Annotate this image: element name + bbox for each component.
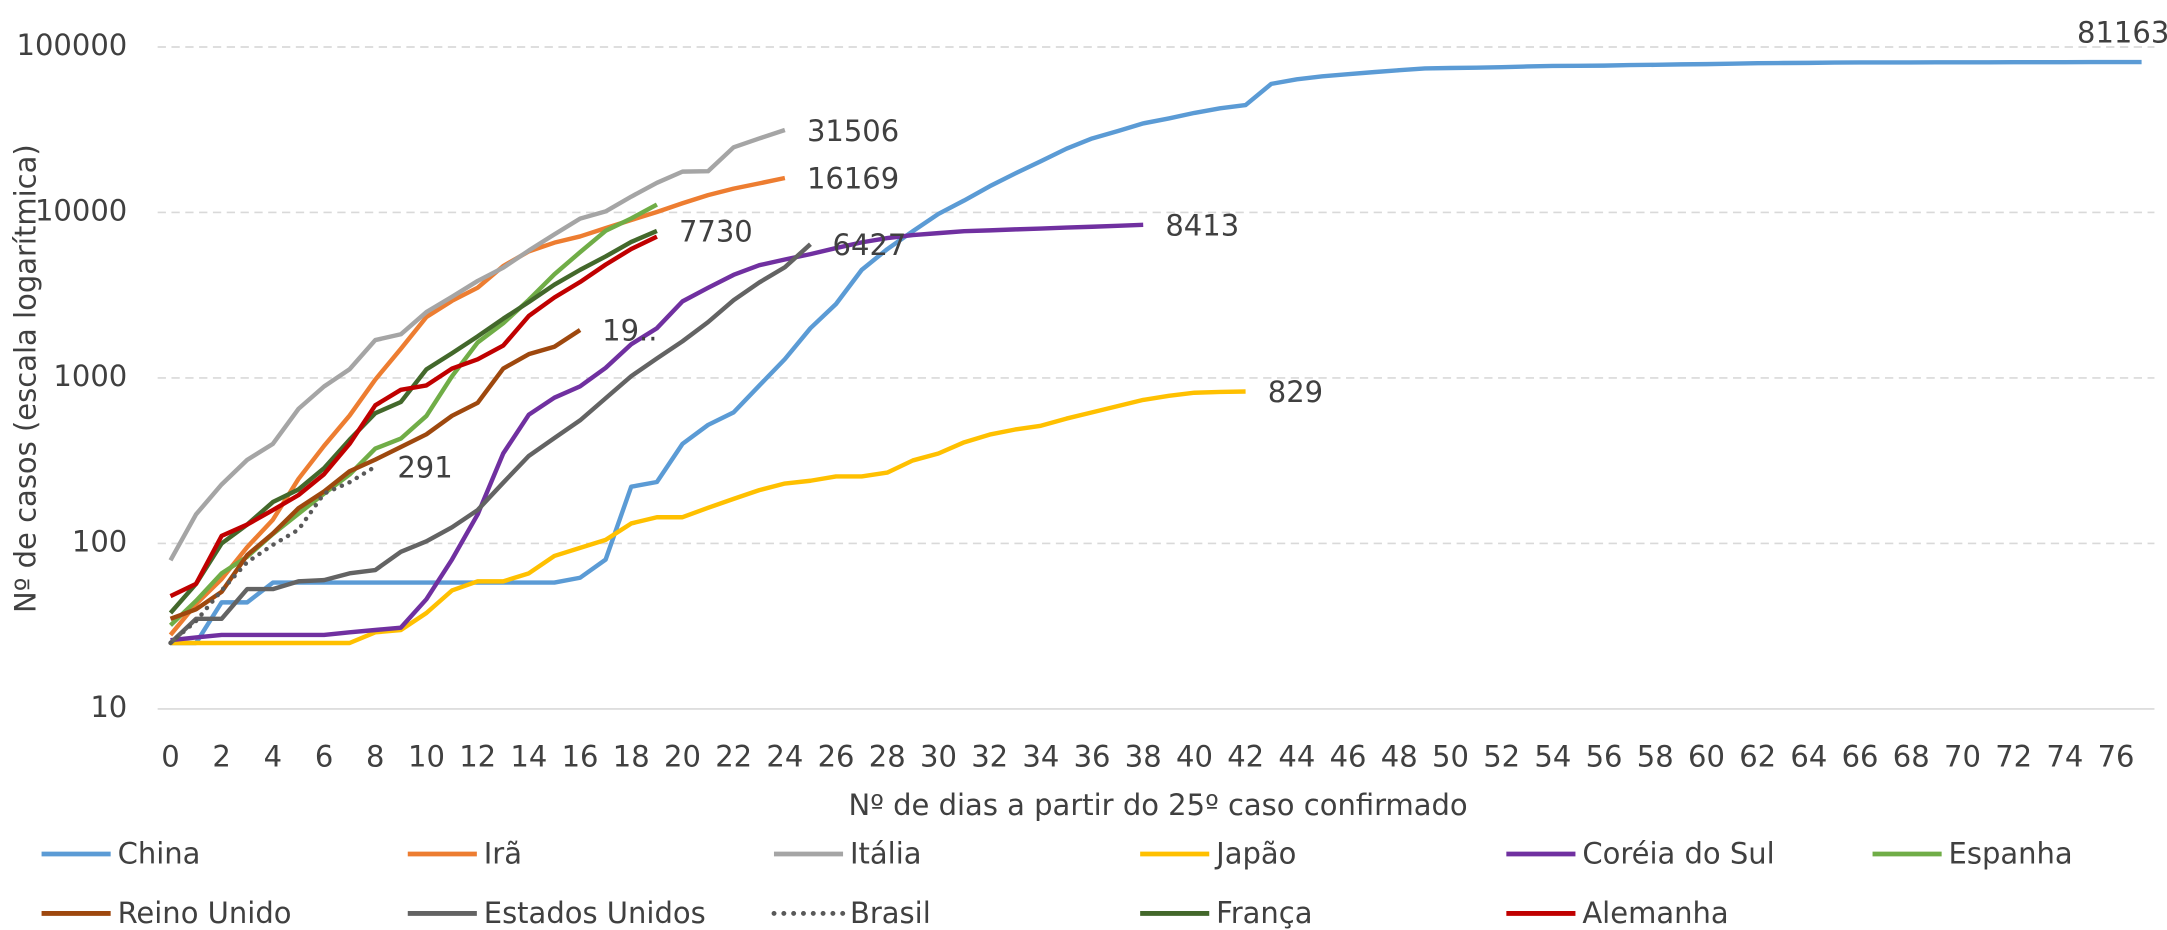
x-tick-label: 28 <box>869 740 906 774</box>
legend-label: Brasil <box>850 896 931 930</box>
x-tick-label: 14 <box>510 740 547 774</box>
data-label: 7730 <box>679 215 753 249</box>
x-tick-label: 24 <box>766 740 803 774</box>
x-tick-label: 68 <box>1893 740 1930 774</box>
data-label: 6427 <box>833 228 907 262</box>
legend-label: China <box>118 836 201 870</box>
x-tick-label: 58 <box>1637 740 1674 774</box>
x-tick-label: 50 <box>1432 740 1469 774</box>
x-tick-label: 62 <box>1739 740 1776 774</box>
x-tick-label: 26 <box>818 740 855 774</box>
legend-label: Coréia do Sul <box>1582 836 1774 870</box>
x-tick-label: 52 <box>1483 740 1520 774</box>
x-tick-label: 54 <box>1534 740 1571 774</box>
data-label: 16169 <box>807 162 899 196</box>
series-line <box>168 127 786 562</box>
legend-label: Itália <box>850 836 922 870</box>
series-line <box>168 242 812 645</box>
data-label: 291 <box>397 450 452 484</box>
x-tick-label: 2 <box>212 740 230 774</box>
series-line <box>170 222 1144 643</box>
y-axis-title: Nº de casos (escala logarítmica) <box>9 144 43 613</box>
x-tick-label: 40 <box>1176 740 1213 774</box>
x-tick-label: 30 <box>920 740 957 774</box>
data-label: 19.. <box>602 314 657 348</box>
legend-label: Reino Unido <box>118 896 292 930</box>
x-tick-label: 0 <box>161 740 179 774</box>
x-tick-label: 38 <box>1125 740 1162 774</box>
x-tick-label: 22 <box>715 740 752 774</box>
x-tick-label: 12 <box>459 740 496 774</box>
x-tick-label: 16 <box>562 740 599 774</box>
legend-label: Irã <box>484 836 522 870</box>
x-tick-label: 32 <box>971 740 1008 774</box>
x-tick-label: 8 <box>366 740 384 774</box>
legend-label: Espanha <box>1949 836 2073 870</box>
legend-label: Estados Unidos <box>484 896 706 930</box>
series-line <box>168 464 378 646</box>
x-tick-label: 6 <box>315 740 333 774</box>
data-label: 31506 <box>807 114 899 148</box>
y-tick-label: 100 <box>72 524 127 558</box>
series-line <box>170 389 1246 646</box>
x-tick-label: 20 <box>664 740 701 774</box>
legend-label: França <box>1216 896 1312 930</box>
y-tick-label: 10 <box>90 690 127 724</box>
data-label: 829 <box>1268 375 1323 409</box>
x-tick-label: 72 <box>1995 740 2032 774</box>
series-line <box>168 175 786 637</box>
x-tick-label: 64 <box>1790 740 1827 774</box>
y-tick-label: 10000 <box>35 193 127 227</box>
series-line <box>169 328 582 621</box>
x-tick-label: 4 <box>264 740 282 774</box>
series-line <box>168 228 658 615</box>
x-axis-title: Nº de dias a partir do 25º caso confirma… <box>849 788 1468 822</box>
series-line <box>169 234 658 599</box>
x-tick-label: 74 <box>2046 740 2083 774</box>
data-label: 8413 <box>1165 209 1239 243</box>
x-tick-label: 48 <box>1381 740 1418 774</box>
x-tick-label: 18 <box>613 740 650 774</box>
x-tick-label: 10 <box>408 740 445 774</box>
legend-label: Japão <box>1214 836 1296 870</box>
y-tick-label: 1000 <box>53 359 127 393</box>
data-label: 81163 <box>2077 15 2167 49</box>
x-tick-label: 44 <box>1278 740 1315 774</box>
series-line <box>170 59 2142 646</box>
x-tick-label: 70 <box>1944 740 1981 774</box>
y-tick-label: 100000 <box>17 28 128 62</box>
x-tick-label: 42 <box>1227 740 1264 774</box>
x-tick-label: 76 <box>2098 740 2135 774</box>
x-tick-label: 34 <box>1022 740 1059 774</box>
x-tick-label: 60 <box>1688 740 1725 774</box>
x-tick-label: 56 <box>1586 740 1623 774</box>
legend-label: Alemanha <box>1582 896 1728 930</box>
x-tick-label: 36 <box>1074 740 1111 774</box>
x-tick-label: 66 <box>1842 740 1879 774</box>
x-tick-label: 46 <box>1330 740 1367 774</box>
